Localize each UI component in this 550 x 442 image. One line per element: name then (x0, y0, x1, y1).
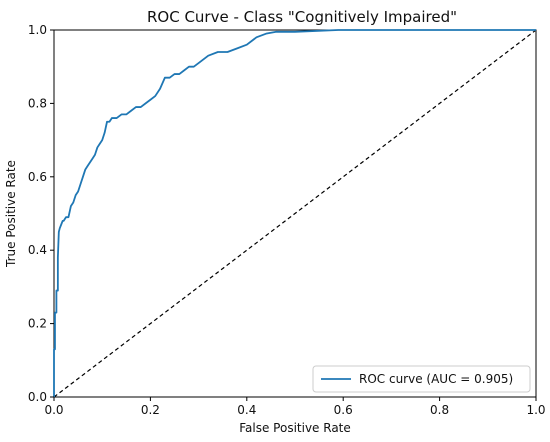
y-tick-label: 1.0 (28, 23, 47, 37)
x-axis-label: False Positive Rate (239, 421, 351, 435)
legend: ROC curve (AUC = 0.905) (312, 365, 531, 393)
plot-area (53, 29, 537, 398)
x-tick-label: 0.4 (237, 403, 256, 417)
x-tick-label: 0.6 (334, 403, 353, 417)
x-tick-label: 1.0 (526, 403, 545, 417)
x-tick-label: 0.8 (430, 403, 449, 417)
x-tick-label: 0.0 (44, 403, 63, 417)
x-axis-ticks: 0.0 0.2 0.4 0.6 0.8 1.0 (44, 397, 546, 417)
chart-title: ROC Curve - Class "Cognitively Impaired" (147, 8, 457, 26)
plot-frame (53, 29, 537, 398)
y-axis-label: True Positive Rate (4, 160, 18, 268)
y-tick-label: 0.6 (28, 170, 47, 184)
y-tick-label: 0.2 (28, 317, 47, 331)
legend-label: ROC curve (AUC = 0.905) (359, 372, 513, 386)
chance-diagonal-line (53, 29, 537, 398)
y-axis-ticks: 0.0 0.2 0.4 0.6 0.8 1.0 (28, 23, 54, 404)
x-tick-label: 0.2 (141, 403, 160, 417)
y-tick-label: 0.0 (28, 390, 47, 404)
roc-curve-line (53, 29, 536, 397)
y-tick-label: 0.8 (28, 96, 47, 110)
y-tick-label: 0.4 (28, 243, 47, 257)
legend-box (312, 365, 531, 393)
